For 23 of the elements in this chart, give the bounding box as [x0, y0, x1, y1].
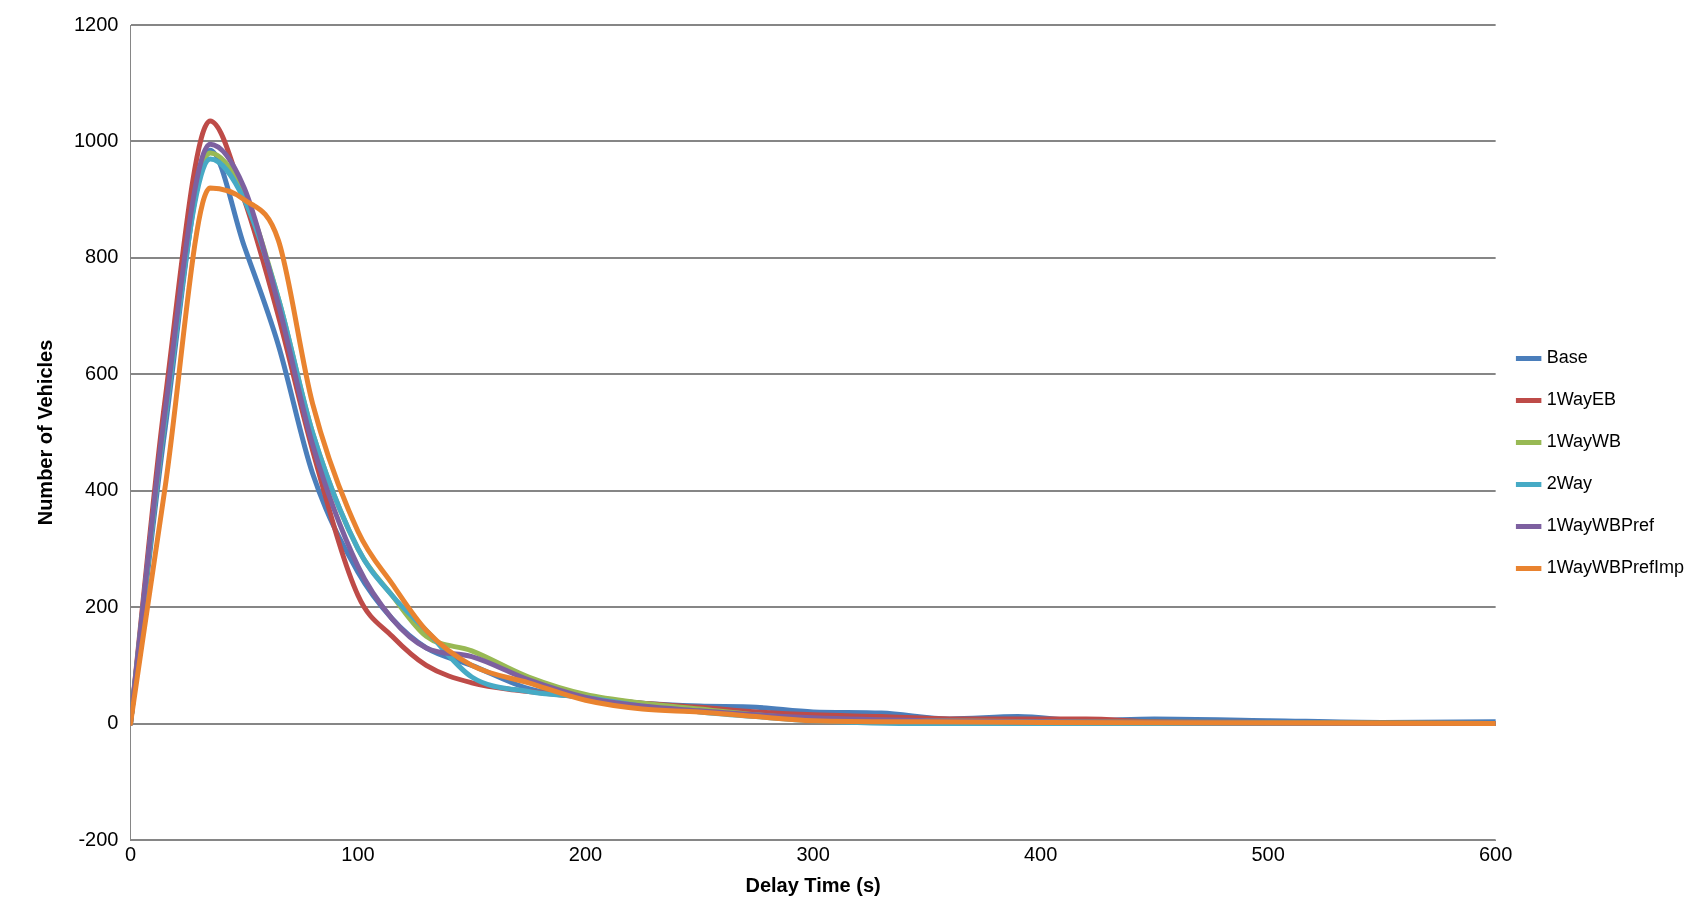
y-tick-label: 1000: [73, 128, 119, 151]
legend-label: 1WayEB: [1546, 389, 1616, 410]
x-tick-label: 600: [1478, 842, 1513, 865]
y-tick-label: -200: [78, 827, 119, 850]
x-tick-label: 200: [568, 842, 603, 865]
x-tick-label: 0: [124, 842, 137, 865]
y-tick-label: 400: [85, 478, 119, 501]
x-tick-label: 100: [341, 842, 375, 865]
legend-label: 1WayWB: [1546, 431, 1621, 452]
legend-label: 1WayWBPref: [1546, 515, 1655, 536]
y-tick-label: 0: [107, 711, 119, 734]
legend-label: 1WayWBPrefImp: [1546, 557, 1684, 578]
x-tick-label: 400: [1023, 842, 1058, 865]
x-tick-label: 500: [1251, 842, 1285, 865]
legend-label: 2Way: [1546, 473, 1592, 494]
x-tick-label: 300: [796, 842, 830, 865]
y-tick-label: 1200: [73, 12, 119, 35]
y-tick-label: 600: [85, 361, 119, 384]
y-axis-title: Number of Vehicles: [33, 339, 56, 526]
y-tick-label: 200: [85, 594, 119, 617]
x-axis-title: Delay Time (s): [745, 873, 881, 896]
y-tick-label: 800: [85, 245, 119, 268]
legend-label: Base: [1546, 347, 1588, 368]
